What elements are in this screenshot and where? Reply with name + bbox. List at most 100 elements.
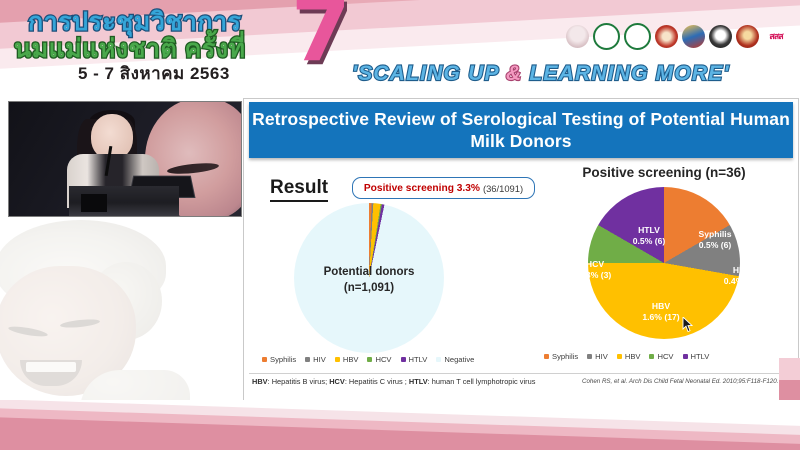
conference-banner: การประชุมวิชาการ นมแม่แห่งชาติ ครั้งที่ … bbox=[0, 0, 800, 95]
result-heading: Result bbox=[270, 177, 329, 202]
potential-donors-pie-circle bbox=[294, 203, 444, 353]
legend-label-htlv: HTLV bbox=[408, 355, 428, 364]
conference-slogan: 'SCALING UP & LEARNING MORE' bbox=[351, 61, 730, 86]
abbreviation-footnote: HBV: Hepatitis B virus; HCV: Hepatitis C… bbox=[252, 377, 535, 386]
baby-face bbox=[0, 266, 136, 396]
potential-donors-label-line2: (n=1,091) bbox=[343, 281, 395, 294]
legend-label-hiv-r: HIV bbox=[595, 352, 608, 361]
mouse-cursor-icon bbox=[682, 315, 694, 333]
footnote-htlv-key: HTLV bbox=[408, 377, 428, 386]
baby-hat-brim bbox=[90, 262, 162, 340]
pie-slice-label-hiv: HIV 0.4% (4) bbox=[714, 265, 766, 287]
legend-item-hbv-left: HBV bbox=[334, 355, 359, 364]
buddha-emblem-logo-icon bbox=[566, 24, 589, 48]
legend-swatch-htlv bbox=[400, 357, 406, 362]
legend-swatch-hcv bbox=[367, 357, 373, 362]
potential-donors-pie-label: Potential donors (n=1,091) bbox=[294, 265, 444, 296]
slice-syphilis-value: 0.5% (6) bbox=[698, 240, 732, 251]
legend-swatch-htlv-r bbox=[682, 354, 688, 359]
legend-label-hbv: HBV bbox=[342, 355, 359, 364]
legend-label-hbv-r: HBV bbox=[624, 352, 641, 361]
royal-garuda-logo-icon bbox=[682, 24, 705, 48]
conference-title-line1: การประชุมวิชาการ bbox=[27, 7, 243, 38]
green-medical-society-logo-icon bbox=[593, 22, 620, 50]
footnote-hcv-key: HCV bbox=[329, 377, 345, 386]
royal-crest-red-logo-icon bbox=[655, 24, 678, 48]
slogan-ampersand: & bbox=[505, 61, 523, 86]
footnote-divider bbox=[249, 373, 793, 374]
source-citation: Cohen RS, et al. Arch Dis Child Fetal Ne… bbox=[582, 378, 779, 385]
legend-item-syphilis-left: Syphilis bbox=[262, 355, 296, 364]
speaker-video-tile[interactable] bbox=[8, 101, 242, 217]
legend-label-hcv: HCV bbox=[375, 355, 392, 364]
slice-hcv-value: 0.3% (3) bbox=[578, 270, 612, 281]
slide-title-text: Retrospective Review of Serological Test… bbox=[252, 108, 790, 151]
slide-title-bar: Retrospective Review of Serological Test… bbox=[249, 102, 793, 158]
baby-teeth bbox=[26, 362, 76, 372]
slogan-part-2: LEARNING MORE' bbox=[522, 61, 730, 86]
sss-logo-text: สสส bbox=[769, 31, 784, 41]
presentation-slide: Retrospective Review of Serological Test… bbox=[243, 98, 799, 403]
baby-watermark-image bbox=[0, 220, 199, 430]
positive-screening-pie-chart: Positive screening (n=36) Syphilis 0.5% … bbox=[536, 165, 792, 357]
legend-item-hcv-right: HCV bbox=[649, 352, 674, 361]
legend-swatch-negative bbox=[436, 357, 442, 362]
legend-item-negative-left: Negative bbox=[436, 355, 474, 364]
positive-screening-pie-circle bbox=[588, 187, 740, 339]
green-nursing-council-logo-icon bbox=[624, 22, 651, 50]
legend-swatch-hbv-r bbox=[616, 354, 622, 359]
potential-donors-pie-chart: Potential donors (n=1,091) bbox=[266, 203, 488, 353]
pie-slice-label-syphilis: Syphilis 0.5% (6) bbox=[686, 229, 744, 251]
conference-date: 5 - 7 สิงหาคม 2563 bbox=[78, 64, 230, 83]
conference-edition-number: 7 bbox=[291, 0, 351, 81]
slice-hiv-value: 0.4% (4) bbox=[723, 276, 757, 287]
footnote-hbv-key: HBV bbox=[252, 377, 268, 386]
red-royal-seal-logo-icon bbox=[736, 24, 759, 48]
legend-swatch-syphilis bbox=[262, 357, 267, 362]
black-seal-logo-icon bbox=[709, 24, 732, 48]
positive-screening-callout: Positive screening 3.3% (36/1091) bbox=[352, 177, 535, 199]
legend-swatch-hiv-r bbox=[587, 354, 593, 359]
legend-label-negative: Negative bbox=[444, 355, 475, 364]
legend-item-hiv-left: HIV bbox=[305, 355, 326, 364]
legend-label-htlv-r: HTLV bbox=[690, 352, 710, 361]
legend-label-syphilis-r: Syphilis bbox=[552, 352, 579, 361]
speaker-head bbox=[91, 114, 133, 160]
slice-htlv-value: 0.5% (6) bbox=[632, 236, 666, 247]
podium-panel bbox=[81, 194, 107, 212]
slice-hiv-name: HIV bbox=[732, 265, 748, 275]
baby-hat bbox=[0, 220, 166, 312]
sss-thaihealth-logo-icon: สสส bbox=[763, 25, 789, 48]
legend-swatch-hcv-r bbox=[649, 354, 655, 359]
slogan-part-1: 'SCALING UP bbox=[351, 61, 506, 86]
legend-label-hiv: HIV bbox=[313, 355, 326, 364]
sponsor-logo-row: สสส bbox=[566, 22, 796, 50]
footnote-hbv-val: : Hepatitis B virus; bbox=[267, 377, 330, 386]
pie-slice-label-hcv: HCV 0.3% (3) bbox=[574, 259, 616, 281]
legend-label-hcv-r: HCV bbox=[657, 352, 674, 361]
positive-screening-legend: Syphilis HIV HBV HCV HTLV bbox=[544, 352, 709, 361]
legend-item-hcv-left: HCV bbox=[367, 355, 392, 364]
pie-slice-label-hbv: HBV 1.6% (17) bbox=[636, 301, 686, 323]
slice-htlv-name: HTLV bbox=[638, 225, 660, 235]
legend-item-htlv-left: HTLV bbox=[400, 355, 428, 364]
pie-slice-label-htlv: HTLV 0.5% (6) bbox=[624, 225, 674, 247]
footnote-hcv-val: : Hepatitis C virus ; bbox=[344, 377, 409, 386]
slice-hbv-value: 1.6% (17) bbox=[642, 312, 680, 323]
potential-donors-legend: Syphilis HIV HBV HCV HTLV Negative bbox=[262, 355, 474, 364]
footer-pink-bands bbox=[0, 400, 800, 450]
potential-donors-label-line1: Potential donors bbox=[323, 266, 415, 278]
footnote-htlv-val: : human T cell lymphotropic virus bbox=[427, 377, 536, 386]
legend-label-syphilis: Syphilis bbox=[270, 355, 297, 364]
slice-hcv-name: HCV bbox=[585, 259, 605, 269]
legend-swatch-hbv bbox=[334, 357, 340, 362]
legend-swatch-hiv bbox=[305, 357, 311, 362]
slice-syphilis-name: Syphilis bbox=[698, 229, 732, 239]
callout-emphasis-text: Positive screening 3.3% bbox=[363, 182, 480, 194]
callout-detail-text: (36/1091) bbox=[482, 182, 524, 194]
legend-item-htlv-right: HTLV bbox=[682, 352, 710, 361]
positive-screening-pie-title: Positive screening (n=36) bbox=[582, 165, 746, 180]
legend-item-hiv-right: HIV bbox=[587, 352, 608, 361]
legend-item-hbv-right: HBV bbox=[616, 352, 641, 361]
